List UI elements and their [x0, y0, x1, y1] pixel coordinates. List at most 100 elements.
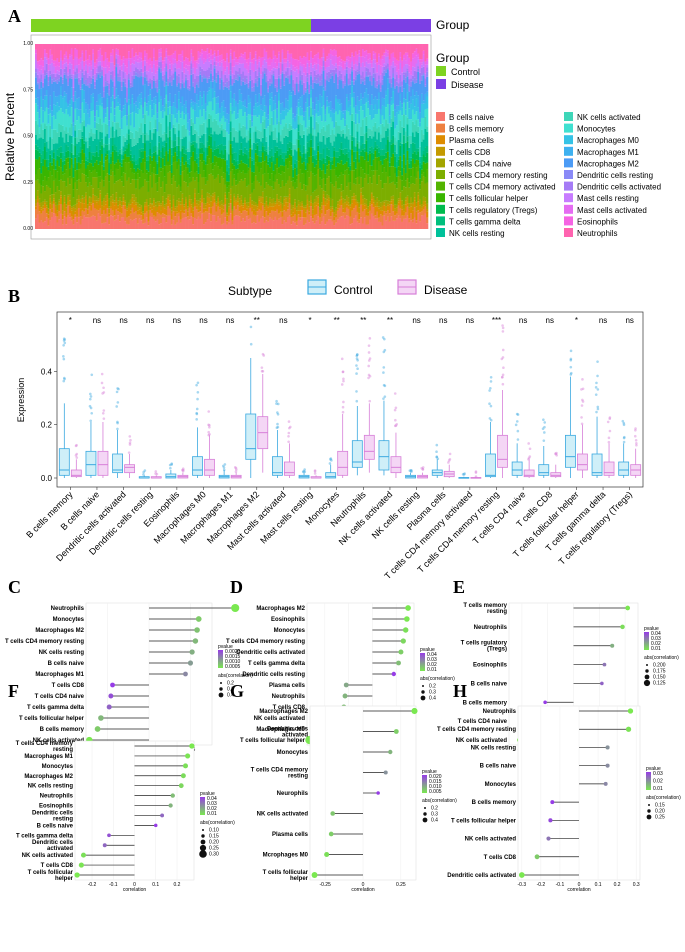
- bar-segment: [40, 162, 43, 174]
- bar-segment: [43, 70, 47, 76]
- bar-segment: [274, 216, 277, 229]
- bar-segment: [381, 79, 384, 86]
- bar-segment: [235, 106, 238, 120]
- bar-segment: [270, 97, 273, 112]
- bar-segment: [231, 73, 234, 79]
- bar-segment: [394, 44, 397, 58]
- bar-segment: [140, 52, 143, 59]
- bar-segment: [377, 200, 381, 207]
- bar-segment: [286, 109, 289, 113]
- bar-segment: [254, 115, 257, 127]
- bar-segment: [356, 113, 359, 124]
- bar-segment: [136, 173, 139, 180]
- bar-segment: [377, 92, 381, 100]
- bar-segment: [369, 153, 372, 166]
- bar-segment: [265, 220, 268, 229]
- bar-segment: [129, 71, 132, 83]
- sample-bar: [413, 44, 416, 229]
- bar-segment: [356, 211, 359, 222]
- bar-segment: [131, 86, 134, 95]
- bar-segment: [86, 86, 89, 105]
- bar-segment: [252, 159, 256, 165]
- bar-segment: [224, 71, 227, 75]
- bar-segment: [42, 180, 45, 187]
- bar-segment: [377, 53, 381, 57]
- bar-segment: [390, 126, 393, 140]
- sample-bar: [370, 44, 373, 229]
- bar-segment: [40, 58, 43, 65]
- sample-bar: [129, 44, 132, 229]
- bar-segment: [406, 76, 409, 85]
- bar-segment: [327, 209, 331, 220]
- bar-segment: [140, 44, 143, 53]
- bar-segment: [244, 82, 247, 85]
- bar-segment: [361, 143, 364, 150]
- bar-segment: [74, 170, 77, 183]
- bar-segment: [283, 69, 286, 74]
- bar-segment: [274, 205, 277, 212]
- bar-segment: [365, 161, 368, 175]
- bar-segment: [333, 109, 336, 114]
- bar-segment: [277, 54, 281, 63]
- bar-segment: [351, 149, 354, 156]
- bar-segment: [276, 86, 279, 92]
- bar-segment: [68, 116, 72, 128]
- bar-segment: [195, 62, 198, 69]
- bar-segment: [127, 204, 130, 208]
- bar-segment: [415, 220, 418, 224]
- bar-segment: [344, 85, 347, 111]
- bar-segment: [58, 166, 61, 181]
- bar-segment: [140, 72, 143, 77]
- bar-segment: [145, 156, 148, 161]
- bar-segment: [168, 215, 172, 229]
- bar-segment: [154, 161, 157, 175]
- bar-segment: [342, 174, 345, 191]
- bar-segment: [256, 203, 259, 207]
- bar-segment: [286, 202, 289, 207]
- bar-segment: [379, 202, 382, 208]
- sample-bar: [252, 44, 256, 229]
- bar-segment: [181, 218, 184, 229]
- bar-segment: [244, 178, 247, 198]
- bar-segment: [292, 216, 295, 222]
- bar-segment: [363, 84, 366, 93]
- bar-segment: [404, 72, 407, 78]
- bar-segment: [151, 72, 154, 80]
- bar-segment: [231, 113, 234, 128]
- bar-segment: [319, 159, 322, 169]
- bar-segment: [420, 169, 423, 175]
- bar-segment: [167, 114, 170, 127]
- bar-segment: [213, 141, 216, 150]
- bar-segment: [351, 66, 354, 70]
- bar-segment: [185, 217, 188, 229]
- bar-segment: [292, 177, 295, 181]
- bar-segment: [295, 225, 298, 229]
- bar-segment: [401, 205, 404, 210]
- bar-segment: [138, 44, 141, 52]
- bar-segment: [344, 83, 347, 86]
- bar-segment: [249, 207, 252, 218]
- bar-segment: [327, 44, 331, 54]
- bar-segment: [242, 63, 245, 72]
- bar-segment: [226, 58, 229, 67]
- bar-segment: [386, 78, 389, 89]
- bar-segment: [308, 164, 311, 178]
- bar-segment: [399, 156, 402, 172]
- bar-segment: [349, 44, 352, 58]
- bar-segment: [281, 208, 284, 212]
- bar-segment: [263, 173, 266, 189]
- bar-segment: [56, 112, 59, 133]
- bar-segment: [356, 140, 359, 144]
- bar-segment: [72, 197, 75, 206]
- bar-segment: [192, 86, 195, 102]
- bar-segment: [395, 188, 398, 205]
- bar-segment: [124, 86, 127, 99]
- bar-segment: [327, 77, 331, 82]
- bar-segment: [326, 178, 329, 195]
- sample-bar: [386, 44, 389, 229]
- bar-segment: [260, 162, 263, 169]
- bar-segment: [113, 144, 116, 150]
- bar-segment: [68, 54, 72, 57]
- bar-segment: [136, 59, 139, 63]
- bar-segment: [365, 224, 368, 229]
